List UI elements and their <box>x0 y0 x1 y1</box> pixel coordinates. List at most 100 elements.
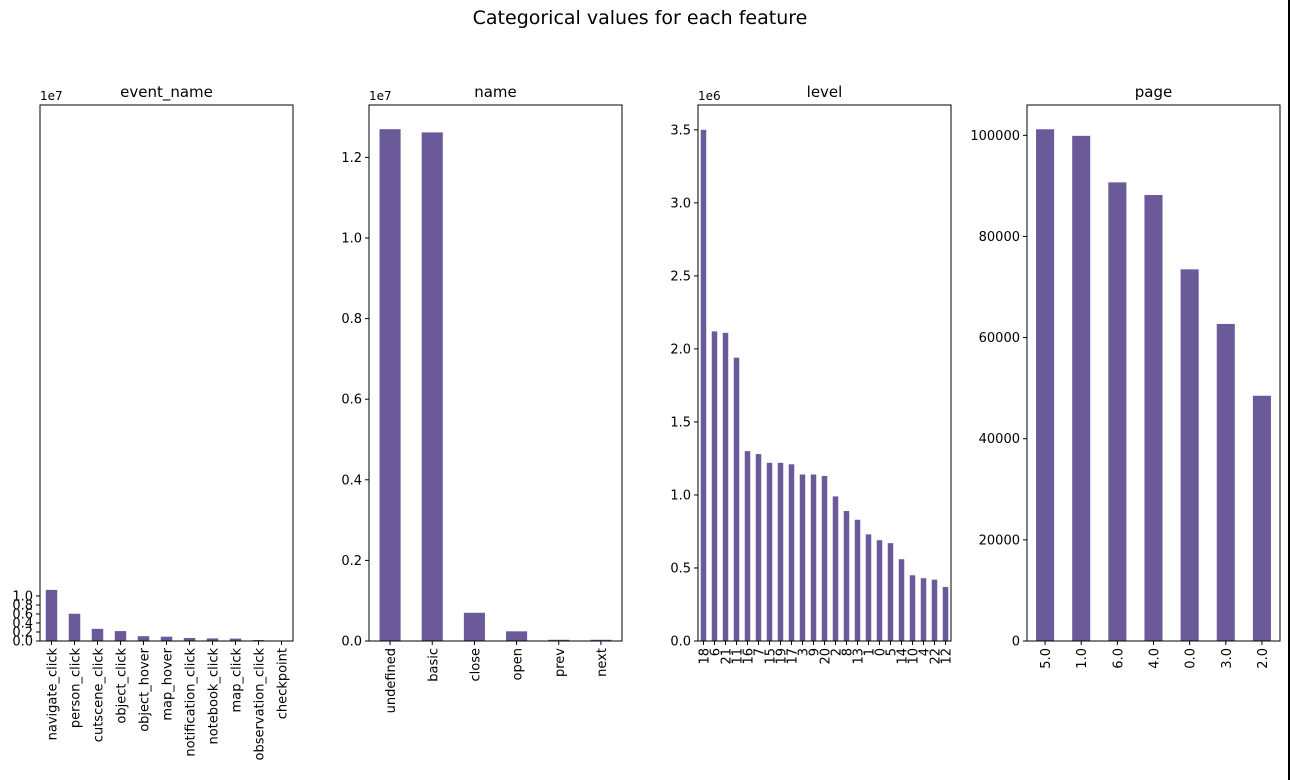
x-tick-label: 0.0 <box>1184 648 1199 669</box>
x-tick-label: 22 <box>929 648 944 665</box>
y-tick-label: 0.2 <box>12 625 33 640</box>
bar <box>766 462 773 641</box>
x-tick-label: 8 <box>841 648 856 656</box>
x-tick-label: 17 <box>786 648 801 665</box>
subplot-title: page <box>1135 83 1172 101</box>
bar <box>114 631 127 641</box>
x-tick-label: cutscene_click <box>92 648 107 743</box>
bar <box>421 132 443 641</box>
bar <box>1252 395 1271 641</box>
y-tick-label: 0.0 <box>341 635 362 650</box>
y-tick-label: 0.4 <box>341 473 362 488</box>
x-tick-label: 2 <box>830 648 845 656</box>
x-tick-label: next <box>595 648 610 677</box>
y-tick-label: 0.2 <box>341 554 362 569</box>
y-tick-label: 1.5 <box>670 415 691 430</box>
x-tick-label: 13 <box>852 648 867 665</box>
subplot-event-name: event_name 1e7 0.00.20.40.60.81.0 navigate_… <box>12 83 294 761</box>
x-tick-label: undefined <box>384 648 399 713</box>
x-tick-label: notebook_click <box>207 648 222 745</box>
x-tick-label: close <box>468 648 483 681</box>
bar <box>1144 195 1163 641</box>
y-tick-label: 0.0 <box>670 635 691 650</box>
x-tick-label: 4.0 <box>1148 648 1163 669</box>
x-tick-label: 0 <box>874 648 889 656</box>
y-tick-label: 3.5 <box>670 123 691 138</box>
bar <box>788 464 795 641</box>
y-offset-label: 1e7 <box>40 89 63 103</box>
bar <box>920 578 927 641</box>
x-tick-label: prev <box>553 648 568 677</box>
bar <box>91 628 104 641</box>
bar <box>887 543 894 641</box>
bar <box>1180 269 1199 641</box>
x-tick-label: 6 <box>709 648 724 656</box>
x-tick-label: 5 <box>885 648 900 656</box>
x-tick-label: 6.0 <box>1111 648 1126 669</box>
x-tick-label: object_click <box>115 648 130 724</box>
y-tick-label: 0.5 <box>670 561 691 576</box>
x-tick-label: person_click <box>69 648 84 729</box>
x-tick-label: map_hover <box>161 647 176 720</box>
bar <box>68 613 81 641</box>
x-tick-label: object_hover <box>138 647 153 731</box>
x-tick-label: map_click <box>230 648 245 713</box>
x-tick-label: 12 <box>940 648 955 665</box>
x-tick-label: 9 <box>808 648 823 656</box>
bar <box>942 586 949 641</box>
bar <box>1072 135 1091 641</box>
axes-frame <box>39 104 294 642</box>
y-tick-label: 0.8 <box>12 598 33 613</box>
bar <box>821 475 828 641</box>
x-tick-label: 15 <box>764 648 779 665</box>
x-tick-label: open <box>511 648 526 680</box>
bar <box>463 612 485 641</box>
bar <box>206 638 219 641</box>
bar <box>45 589 58 641</box>
x-tick-label: notification_click <box>184 648 199 757</box>
bar <box>865 534 872 641</box>
subplot-title: level <box>807 83 843 101</box>
bar <box>137 636 150 641</box>
bar <box>1216 323 1235 641</box>
bar <box>700 129 707 641</box>
bar <box>1036 129 1055 641</box>
x-tick-label: 21 <box>720 648 735 665</box>
axes-frame <box>368 104 623 642</box>
subplot-name: name 1e7 0.0 0.2 0.4 0.6 0.8 1.0 1.2 undefined bas… <box>341 83 623 713</box>
bar <box>733 357 740 641</box>
y-tick-label: 2.0 <box>670 342 691 357</box>
y-tick-label: 1.2 <box>341 151 362 166</box>
x-tick-label: 3 <box>797 648 812 656</box>
y-tick-label: 2.5 <box>670 269 691 284</box>
y-tick-label: 80000 <box>979 230 1020 245</box>
bar <box>810 474 817 641</box>
x-tick-label: navigate_click <box>46 648 61 741</box>
x-tick-label: 3.0 <box>1220 648 1235 669</box>
bar <box>379 129 401 641</box>
bar <box>1108 182 1127 641</box>
bar <box>744 451 751 641</box>
x-tick-label: observation_click <box>253 648 268 761</box>
x-tick-label: 5.0 <box>1039 648 1054 669</box>
y-tick-label: 40000 <box>979 432 1020 447</box>
bar <box>799 474 806 641</box>
y-tick-label: 60000 <box>979 331 1020 346</box>
bar <box>843 511 850 641</box>
x-tick-label: 2.0 <box>1256 648 1271 669</box>
x-tick-label: 11 <box>731 648 746 665</box>
x-tick-label: basic <box>426 648 441 682</box>
bar <box>590 639 612 641</box>
x-tick-label: 19 <box>775 648 790 665</box>
subplots: event_name1e70.00.20.40.60.81.0navigate_… <box>12 83 1281 761</box>
bar <box>832 496 839 641</box>
bar <box>183 637 196 641</box>
x-tick-label: 14 <box>896 648 911 665</box>
bar <box>755 454 762 641</box>
bar <box>898 559 905 641</box>
bar <box>777 462 784 641</box>
y-tick-label: 100000 <box>970 129 1020 144</box>
x-tick-label: 7 <box>753 648 768 656</box>
bar <box>506 631 528 641</box>
